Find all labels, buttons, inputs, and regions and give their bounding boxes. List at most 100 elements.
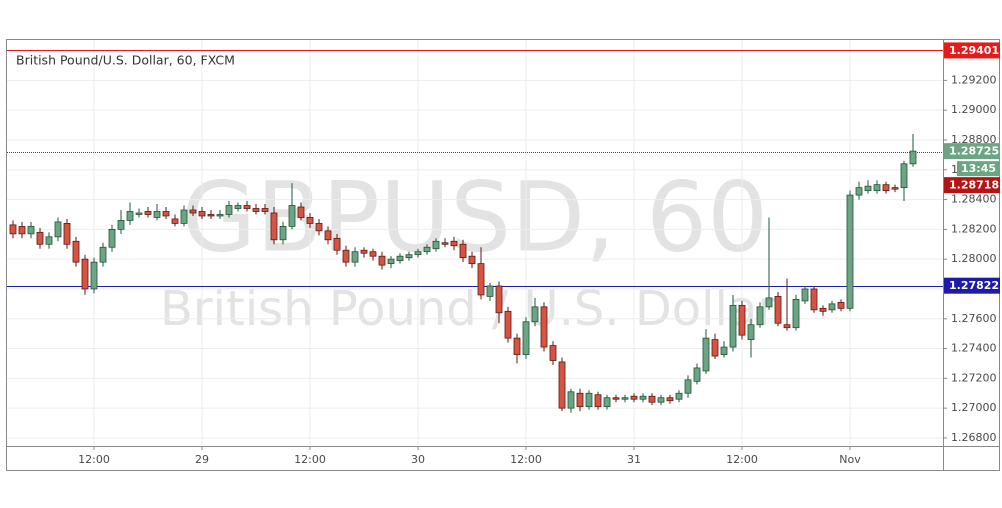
candle-body xyxy=(873,184,881,192)
candle-body xyxy=(189,209,197,214)
countdown-box xyxy=(957,161,1000,177)
candle-body xyxy=(126,211,134,221)
candle-body xyxy=(765,297,773,308)
y-tick-label: 1.28400 xyxy=(951,193,997,206)
candle-body xyxy=(441,242,449,245)
price-line-label: 1.27822 xyxy=(949,279,999,292)
candle-body xyxy=(243,205,251,209)
price-line-label-box xyxy=(944,177,1000,194)
candle-body xyxy=(666,397,674,402)
price-line-label: 1.29401 xyxy=(949,44,999,57)
candle-body xyxy=(855,187,863,196)
candle-body xyxy=(891,187,899,190)
candle-body xyxy=(513,337,521,355)
candle-body xyxy=(99,246,107,263)
candle-body xyxy=(216,214,224,217)
candle-body xyxy=(882,184,890,192)
candle-body xyxy=(900,163,908,189)
y-tick-label: 1.28200 xyxy=(951,222,997,235)
candle-body xyxy=(495,285,503,314)
candle-body xyxy=(774,296,782,324)
candle-body xyxy=(639,395,647,400)
candle-body xyxy=(405,254,413,259)
candle-body xyxy=(234,205,242,209)
candle-body xyxy=(684,379,692,394)
price-line-label-box xyxy=(944,42,1000,59)
candle-body xyxy=(675,392,683,400)
candle-body xyxy=(135,212,143,215)
candle-body xyxy=(63,223,71,245)
candle-body xyxy=(846,194,854,309)
candle-body xyxy=(387,258,395,265)
candle-body xyxy=(864,185,872,192)
candle-body xyxy=(702,337,710,372)
y-tick-label: 1.28000 xyxy=(951,252,997,265)
candle-body xyxy=(81,258,89,290)
y-tick-label: 1.29200 xyxy=(951,73,997,86)
candle-body xyxy=(549,345,557,361)
y-tick-label: 1.28800 xyxy=(951,133,997,146)
candle-body xyxy=(117,220,125,230)
candle-body xyxy=(369,251,377,257)
candle-body xyxy=(198,211,206,217)
candle-body xyxy=(612,397,620,400)
candle-body xyxy=(621,397,629,400)
x-tick-label: 12:00 xyxy=(510,453,542,466)
last-price-label: 1.28725 xyxy=(949,145,999,158)
candle-body xyxy=(18,225,26,235)
candle-body xyxy=(693,367,701,382)
candle-body xyxy=(810,288,818,311)
candle-body xyxy=(144,211,152,215)
candle-body xyxy=(594,394,602,408)
y-tick-label: 1.27600 xyxy=(951,312,997,325)
chart-frame xyxy=(6,39,1000,471)
candle-body xyxy=(225,205,233,215)
last-price-label-box xyxy=(944,143,1000,160)
candles xyxy=(9,134,917,413)
candle-body xyxy=(486,285,494,297)
x-tick-label: 12:00 xyxy=(294,453,326,466)
candle-body xyxy=(819,307,827,312)
candle-body xyxy=(585,392,593,408)
price-line-label: 1.28718 xyxy=(949,179,999,192)
candle-body xyxy=(801,288,809,302)
grid xyxy=(7,40,943,446)
candle-body xyxy=(909,150,917,165)
candle-body xyxy=(720,346,728,355)
watermark-description: British Pound / U.S. Dollar xyxy=(160,281,777,337)
candle-body xyxy=(324,230,332,241)
x-tick-label: Nov xyxy=(839,453,861,466)
candle-body xyxy=(279,225,287,241)
candle-body xyxy=(468,255,476,265)
candle-body xyxy=(108,228,116,248)
candle-body xyxy=(90,261,98,290)
candle-body xyxy=(261,208,269,212)
chart-title: British Pound/U.S. Dollar, 60, FXCM xyxy=(16,53,235,68)
candle-body xyxy=(477,263,485,296)
x-tick-label: 30 xyxy=(411,453,425,466)
candle-body xyxy=(207,214,215,217)
candle-body xyxy=(747,324,755,341)
candle-body xyxy=(729,304,737,348)
candle-body xyxy=(288,205,296,227)
x-tick-label: 12:00 xyxy=(726,453,758,466)
candle-body xyxy=(522,321,530,355)
candle-body xyxy=(558,361,566,409)
candle-body xyxy=(531,306,539,323)
candle-body xyxy=(711,339,719,357)
candle-body xyxy=(153,211,161,218)
y-tick-label: 1.27000 xyxy=(951,401,997,414)
watermark-symbol: GBPUSD, 60 xyxy=(182,161,768,273)
candle-body xyxy=(45,236,53,245)
y-tick-label: 1.27200 xyxy=(951,371,997,384)
y-tick-label: 1.29000 xyxy=(951,103,997,116)
candle-body xyxy=(414,251,422,256)
x-tick-label: 12:00 xyxy=(78,453,110,466)
candle-body xyxy=(792,298,800,329)
candle-body xyxy=(27,225,35,235)
candle-body xyxy=(603,397,611,408)
y-tick-label: 1.27400 xyxy=(951,342,997,355)
x-tick-label: 31 xyxy=(627,453,641,466)
candle-body xyxy=(54,221,62,238)
